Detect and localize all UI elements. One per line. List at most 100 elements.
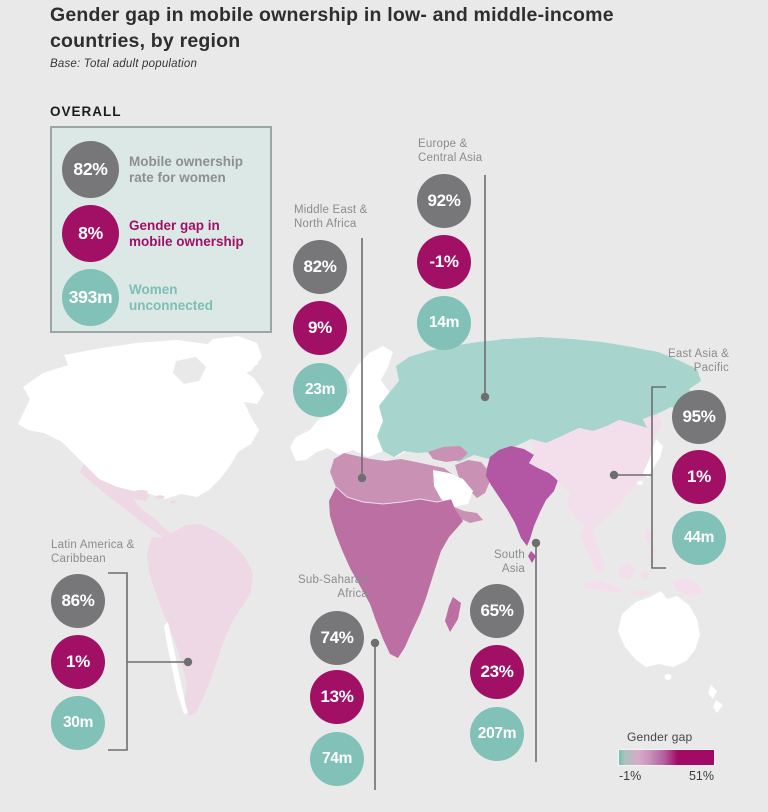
ownership-circle-europe-central-asia: 92%: [417, 174, 471, 228]
page-title-line-1: Gender gap in mobile ownership in low- a…: [50, 4, 614, 26]
unconnected-circle-middle-east-north-africa: 23m: [293, 363, 347, 417]
legend-title: Gender gap: [627, 730, 693, 744]
map-tasmania: [664, 674, 672, 680]
region-label-line: Pacific: [693, 362, 729, 375]
gap-circle-south-asia: 23%: [470, 645, 524, 699]
region-label-east-asia-pacific: East Asia & Pacific: [638, 347, 729, 376]
map-australia: [618, 591, 700, 667]
map-southeast-asia: [580, 526, 605, 575]
overall-heading: OVERALL: [50, 104, 122, 119]
gender-gap-legend: Gender gap -1% 51%: [618, 730, 715, 783]
overall-unconnected-circle: 393m: [62, 269, 119, 326]
map-greenland: [199, 336, 262, 377]
legend-gradient-bar: [618, 749, 715, 766]
map-mexico-central-america: [80, 464, 171, 538]
map-korea: [635, 448, 644, 461]
region-label-line: Central Asia: [418, 152, 483, 165]
map-hispaniola: [155, 495, 165, 499]
connector-dot-sub-saharan-africa: [370, 638, 380, 648]
map-arctic-island: [534, 342, 546, 346]
map-saudi-arabia: [433, 470, 473, 507]
connector-bracket-east-asia-pacific: [651, 386, 666, 569]
map-japan-south: [637, 481, 643, 485]
gap-circle-east-asia-pacific: 1%: [672, 450, 726, 504]
map-south-asia: [486, 446, 558, 546]
region-label-line: Sub-Saharan: [298, 574, 368, 586]
map-sulawesi: [641, 570, 649, 580]
region-label-sub-saharan-africa: Sub-Saharan Africa: [277, 573, 368, 602]
map-chile-strip: [164, 622, 188, 714]
legend-min-value: -1%: [619, 769, 642, 783]
region-label-line: South: [493, 549, 525, 561]
overall-ownership-circle: 82%: [62, 141, 119, 198]
overall-unconnected-label: Women unconnected: [129, 281, 214, 313]
map-borneo: [618, 562, 637, 580]
connector-bracket-latin-america: [108, 572, 128, 751]
region-label-line: North Africa: [294, 218, 357, 231]
gap-circle-sub-saharan-africa: 13%: [310, 670, 364, 724]
region-label-line: Latin America &: [51, 539, 135, 551]
gap-circle-latin-america-caribbean: 1%: [51, 635, 105, 689]
map-caribbean-island: [170, 500, 176, 504]
region-label-line: Africa: [337, 588, 368, 601]
ownership-circle-south-asia: 65%: [470, 584, 524, 638]
map-new-zealand-south: [713, 700, 723, 713]
ownership-circle-sub-saharan-africa: 74%: [310, 611, 364, 665]
map-new-zealand-north: [708, 685, 717, 699]
map-south-america: [147, 524, 253, 716]
map-arctic-island: [497, 339, 513, 343]
ownership-circle-latin-america-caribbean: 86%: [51, 574, 105, 628]
connector-dot-east-asia-pacific: [609, 470, 619, 480]
overall-box: 82% Mobile ownership rate for women 8% G…: [50, 126, 272, 333]
map-yemen-oman: [452, 506, 483, 523]
connector-dot-middle-east-north-africa: [357, 473, 367, 483]
gap-circle-europe-central-asia: -1%: [417, 235, 471, 289]
legend-max-value: 51%: [688, 769, 714, 783]
region-label-latin-america-caribbean: Latin America & Caribbean: [51, 538, 135, 567]
region-label-line: Europe &: [418, 138, 468, 150]
region-label-line: Asia: [501, 563, 525, 576]
gap-circle-middle-east-north-africa: 9%: [293, 301, 347, 355]
map-china: [529, 414, 663, 530]
connector-dot-south-asia: [531, 538, 541, 548]
overall-ownership-label: Mobile ownership rate for women: [129, 153, 244, 185]
unconnected-circle-latin-america-caribbean: 30m: [51, 696, 105, 750]
overall-unconnected-row: 393m Women unconnected: [62, 269, 262, 326]
map-japan: [643, 439, 663, 478]
page-title-line-2: countries, by region: [50, 29, 241, 52]
map-madagascar: [445, 597, 461, 632]
unconnected-circle-south-asia: 207m: [470, 707, 524, 761]
page-title: Gender gap in mobile ownership in low- a…: [50, 3, 720, 55]
region-label-line: Caribbean: [51, 553, 106, 566]
map-hudson-bay: [173, 357, 206, 384]
region-label-europe-central-asia: Europe & Central Asia: [418, 137, 482, 166]
overall-gap-label: Gender gap in mobile ownership: [129, 217, 244, 249]
region-label-line: East Asia &: [667, 348, 729, 360]
unconnected-circle-east-asia-pacific: 44m: [672, 511, 726, 565]
connector-dot-latin-america: [183, 657, 193, 667]
unconnected-circle-sub-saharan-africa: 74m: [310, 732, 364, 786]
legend-scale: -1% 51%: [619, 769, 714, 783]
ownership-circle-middle-east-north-africa: 82%: [293, 240, 347, 294]
map-turkey: [428, 446, 468, 462]
map-europe-central-asia: [377, 337, 701, 462]
overall-gap-circle: 8%: [62, 205, 119, 262]
map-sub-saharan-africa: [329, 487, 463, 658]
map-levant-iran: [455, 460, 490, 498]
region-label-middle-east-north-africa: Middle East & North Africa: [294, 203, 368, 232]
ownership-circle-east-asia-pacific: 95%: [672, 390, 726, 444]
map-philippines: [644, 527, 652, 545]
map-sahel-border: [335, 486, 452, 505]
base-note: Base: Total adult population: [50, 58, 198, 70]
map-north-america: [18, 340, 264, 499]
map-papua-new-guinea: [672, 578, 703, 596]
map-sumatra-java: [583, 580, 625, 593]
region-label-line: Middle East &: [294, 204, 368, 216]
map-lesser-sunda: [630, 590, 652, 596]
map-sri-lanka: [528, 551, 536, 563]
unconnected-circle-europe-central-asia: 14m: [417, 296, 471, 350]
region-label-south-asia: South Asia: [434, 548, 525, 577]
connector-dot-europe-central-asia: [480, 392, 490, 402]
